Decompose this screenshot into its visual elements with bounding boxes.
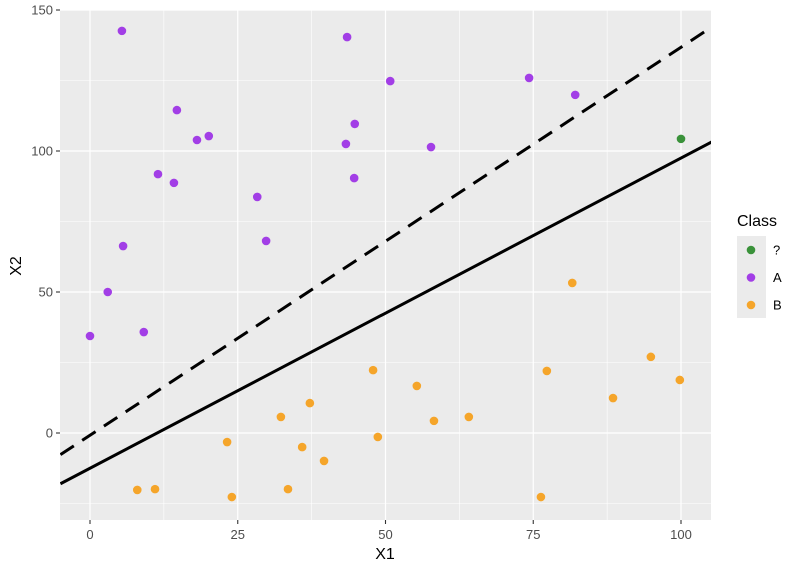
point-class-a: [117, 26, 127, 36]
y-tick-label: 100: [31, 144, 53, 159]
major-gridlines: [60, 9, 711, 520]
y-tick-label: 150: [31, 3, 53, 18]
point-class-a: [570, 90, 580, 100]
legend-label: B: [773, 298, 782, 313]
point-class-b: [305, 398, 315, 408]
point-class-b: [412, 381, 422, 391]
point-class-a: [350, 119, 360, 129]
legend-key-unknown: [746, 245, 756, 255]
legend-key-a: [746, 273, 756, 282]
point-class-b: [675, 375, 685, 385]
point-class-b: [536, 492, 546, 502]
legend-label: A: [773, 270, 782, 285]
point-class-b: [464, 412, 474, 422]
solid-boundary-line: [60, 140, 711, 486]
point-class-a: [342, 32, 352, 42]
point-class-b: [150, 484, 160, 494]
point-class-b: [276, 412, 286, 422]
point-class-b: [542, 366, 552, 376]
point-class-b: [227, 492, 237, 502]
point-class-a: [349, 173, 359, 183]
point-class-b: [373, 432, 383, 442]
point-class-a: [139, 327, 149, 337]
x-tick-label: 0: [86, 527, 93, 542]
point-class-b: [567, 278, 577, 288]
y-axis: 0 50 100 150: [31, 3, 60, 441]
legend-title: Class: [737, 213, 777, 230]
point-class-a: [261, 236, 271, 246]
point-class-a: [169, 178, 179, 188]
point-class-a: [153, 169, 163, 179]
point-class-b: [646, 352, 656, 362]
legend: Class ? AB: [737, 213, 782, 318]
point-class-a: [118, 241, 128, 251]
point-class-a: [524, 73, 534, 83]
x-tick-label: 100: [670, 527, 692, 542]
legend-label: ?: [773, 243, 780, 258]
point-class-unknown: [676, 134, 686, 144]
y-axis-title: X2: [8, 256, 25, 276]
point-class-a: [341, 139, 351, 149]
point-class-a: [426, 142, 436, 152]
x-axis-title: X1: [375, 546, 395, 563]
point-class-a: [385, 76, 395, 86]
point-class-a: [204, 131, 214, 141]
point-class-b: [283, 484, 293, 494]
data-points: [85, 26, 686, 502]
x-axis: 0 25 50 75 100: [86, 520, 692, 542]
point-class-b: [132, 485, 142, 495]
point-class-a: [172, 105, 182, 115]
decision-boundary-lines: [60, 25, 711, 486]
y-tick-label: 50: [39, 285, 53, 300]
point-class-a: [192, 135, 202, 145]
point-class-b: [368, 365, 378, 375]
point-class-b: [429, 416, 439, 426]
point-class-b: [608, 393, 618, 403]
x-tick-label: 50: [378, 527, 392, 542]
point-class-a: [252, 192, 262, 202]
y-tick-label: 0: [46, 426, 53, 441]
x-tick-label: 75: [526, 527, 540, 542]
legend-key-b: [746, 300, 756, 310]
x-tick-label: 25: [231, 527, 245, 542]
point-class-b: [297, 442, 307, 452]
point-class-b: [222, 437, 232, 447]
point-class-a: [103, 287, 113, 297]
point-class-a: [85, 331, 95, 341]
point-class-b: [319, 456, 329, 466]
